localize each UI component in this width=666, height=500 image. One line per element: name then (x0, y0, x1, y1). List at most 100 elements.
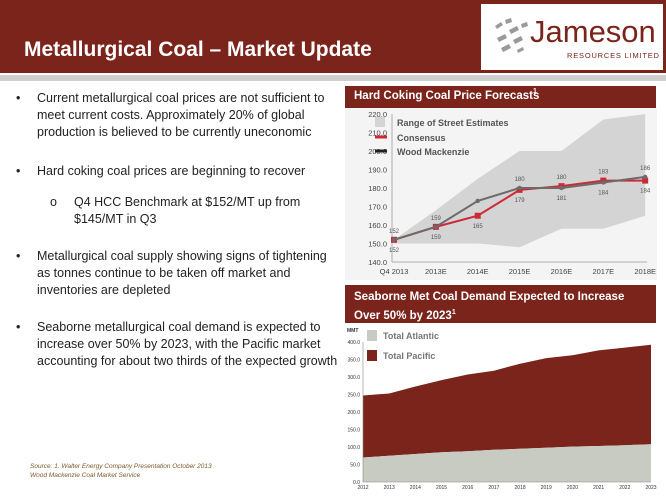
x-tick-label: 2016E (551, 267, 573, 276)
logo-name: Jameson (530, 14, 656, 49)
y-tick-label: 350.0 (347, 358, 360, 364)
y-tick-label: 170.0 (368, 203, 387, 212)
y-tick-label: 50.0 (350, 463, 360, 469)
data-point (517, 185, 522, 191)
x-tick-label: 2020 (567, 485, 578, 491)
unit-label: MMT (347, 328, 358, 334)
demand-chart-header: Seaborne Met Coal Demand Expected to Inc… (345, 285, 656, 323)
atlantic-area (363, 444, 651, 482)
x-tick-label: 2018 (515, 485, 526, 491)
logo (481, 4, 663, 70)
data-label: 179 (515, 198, 526, 204)
data-label: 184 (598, 190, 609, 196)
y-tick-label: 220.0 (368, 110, 387, 119)
data-label: 152 (389, 229, 400, 235)
y-tick-label: 160.0 (368, 221, 387, 230)
data-label: 159 (431, 216, 442, 222)
data-label: 181 (556, 196, 567, 202)
logo-mark-icon (495, 18, 528, 53)
source-line: Source: 1. Walter Energy Company Present… (30, 463, 212, 470)
x-tick-label: 2017 (488, 485, 499, 491)
data-point (559, 185, 564, 191)
y-tick-label: 300.0 (347, 375, 360, 381)
page-title: Metallurgical Coal – Market Update (24, 38, 372, 61)
data-label: 186 (640, 166, 651, 172)
legend-swatch (375, 117, 385, 127)
bullet-icon: • (16, 249, 21, 263)
x-tick-label: 2013 (384, 485, 395, 491)
bullet-item: • Metallurgical coal supply showing sign… (16, 248, 341, 299)
bullet-icon: • (16, 91, 21, 105)
bullet-text: Hard coking coal prices are beginning to… (37, 164, 306, 178)
y-tick-label: 200.0 (347, 410, 360, 416)
x-tick-label: Q4 2013 (380, 267, 409, 276)
legend-label: Total Atlantic (383, 331, 439, 341)
x-tick-label: 2014E (467, 267, 489, 276)
bullet-list: • Current metallurgical coal prices are … (16, 90, 341, 384)
x-tick-label: 2021 (593, 485, 604, 491)
divider (0, 75, 666, 81)
data-point (601, 180, 606, 185)
x-tick-label: 2013E (425, 267, 447, 276)
bullet-item: • Hard coking coal prices are beginning … (16, 163, 341, 180)
demand-chart-title: Seaborne Met Coal Demand Expected to Inc… (354, 291, 625, 322)
source-note: Source: 1. Walter Energy Company Present… (30, 462, 212, 480)
logo-subtitle: RESOURCES LIMITED (567, 51, 660, 60)
bullet-text: Q4 HCC Benchmark at $152/MT up from $145… (74, 195, 301, 226)
x-tick-label: 2017E (592, 267, 614, 276)
source-line: Wood Mackenzie Coal Market Service (30, 472, 141, 479)
demand-area-chart: MMT 0.0 50.0 100.0 150.0 200.0 250.0 300.0 350.0… (345, 324, 657, 494)
demand-chart-title-superscript: 1 (451, 309, 456, 316)
x-tick-label: 2012 (357, 485, 368, 491)
bullet-item: • Seaborne metallurgical coal demand is … (16, 319, 341, 370)
y-tick-label: 150.0 (347, 428, 360, 434)
sub-bullet-item: o Q4 HCC Benchmark at $152/MT up from $1… (16, 194, 341, 228)
legend-label: Wood Mackenzie (397, 147, 469, 157)
legend-label: Consensus (397, 133, 446, 143)
y-tick-label: 210.0 (368, 129, 387, 138)
legend-swatch (367, 330, 377, 341)
data-point (391, 237, 397, 242)
data-point (474, 212, 481, 219)
y-tick-label: 180.0 (368, 184, 387, 193)
bullet-icon: • (16, 320, 21, 334)
price-chart-title-superscript: 1 (533, 88, 537, 95)
price-chart-title: Hard Coking Coal Price Forecasts (354, 90, 540, 102)
data-point (642, 174, 648, 180)
price-forecast-chart: 140.0150.0160.0170.0180.0190.0200.0210.0… (345, 108, 657, 280)
sub-bullet-icon: o (50, 195, 57, 209)
y-tick-label: 150.0 (368, 240, 387, 249)
y-tick-label: 0.0 (353, 480, 360, 486)
x-tick-label: 2019 (541, 485, 552, 491)
x-tick-label: 2022 (619, 485, 630, 491)
data-label: 159 (431, 235, 442, 241)
data-label: 180 (556, 175, 567, 181)
x-tick-label: 2018E (634, 267, 656, 276)
data-point (475, 198, 480, 204)
bullet-icon: • (16, 164, 21, 178)
y-tick-label: 100.0 (347, 445, 360, 451)
data-label: 184 (640, 189, 651, 195)
x-tick-label: 2016 (462, 485, 473, 491)
bullet-text: Current metallurgical coal prices are no… (37, 91, 325, 139)
legend-label: Range of Street Estimates (397, 118, 509, 128)
pacific-area (363, 344, 651, 458)
x-tick-label: 2015E (509, 267, 531, 276)
data-point (642, 177, 649, 184)
x-tick-label: 2023 (645, 485, 656, 491)
bullet-text: Metallurgical coal supply showing signs … (37, 249, 327, 297)
data-label: 180 (515, 177, 526, 183)
data-label: 152 (389, 248, 400, 254)
x-tick-label: 2015 (436, 485, 447, 491)
x-tick-label: 2014 (410, 485, 421, 491)
data-label: 165 (473, 224, 484, 230)
data-label: 183 (598, 170, 609, 176)
y-tick-label: 140.0 (368, 258, 387, 267)
y-tick-label: 400.0 (347, 340, 360, 346)
legend-label: Total Pacific (383, 351, 435, 361)
price-chart-header: Hard Coking Coal Price Forecasts 1 (345, 86, 656, 108)
bullet-text: Seaborne metallurgical coal demand is ex… (37, 320, 338, 368)
data-point (433, 224, 439, 230)
bullet-item: • Current metallurgical coal prices are … (16, 90, 341, 141)
y-tick-label: 190.0 (368, 166, 387, 175)
